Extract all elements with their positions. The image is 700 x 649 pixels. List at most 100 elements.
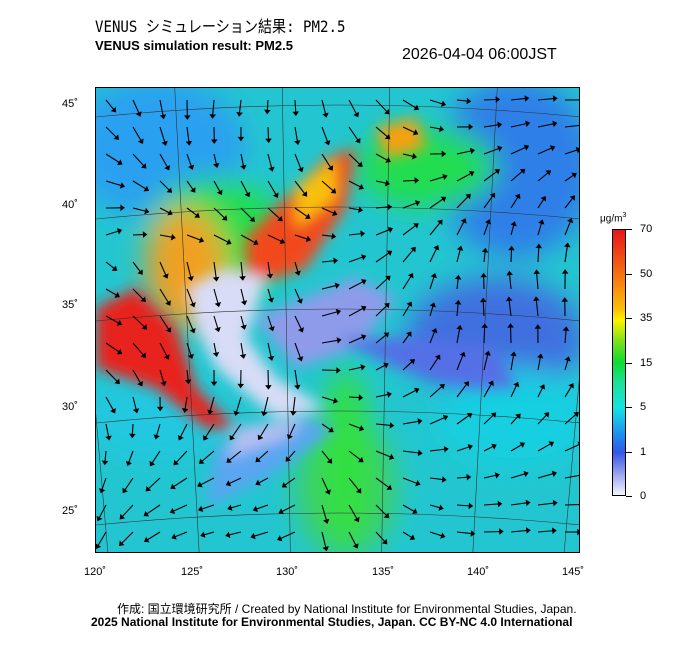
- wind-arrow: [348, 126, 359, 141]
- wind-arrow-head: [385, 275, 391, 282]
- lon-label-135: 135˚: [371, 566, 395, 578]
- wind-arrow: [456, 303, 459, 317]
- wind-arrow-head: [297, 356, 304, 362]
- colorbar-label-1: 1: [640, 445, 647, 458]
- wind-arrow-head: [214, 301, 222, 308]
- wind-arrow-head: [140, 296, 146, 303]
- wind-arrow-head: [459, 351, 466, 358]
- wind-arrow: [105, 99, 115, 110]
- wind-arrow: [456, 99, 468, 102]
- wind-arrow: [348, 366, 362, 371]
- wind-arrow: [105, 396, 114, 411]
- wind-arrow: [267, 180, 277, 195]
- wind-arrow: [456, 328, 461, 344]
- wind-arrow: [536, 273, 539, 290]
- wind-arrow: [147, 531, 161, 541]
- wind-arrow-head: [184, 115, 191, 120]
- wind-arrow-head: [411, 153, 417, 160]
- wind-arrow-head: [429, 302, 436, 308]
- wind-arrow: [537, 530, 553, 533]
- wind-arrow-head: [333, 257, 339, 265]
- wind-arrow: [105, 230, 119, 236]
- wind-arrow: [348, 256, 363, 263]
- wind-arrow-head: [210, 139, 218, 144]
- wind-arrow-head: [116, 228, 123, 235]
- wind-arrow-head: [433, 245, 440, 251]
- wind-arrow: [229, 450, 242, 461]
- wind-arrow: [159, 261, 167, 276]
- wind-arrow-head: [514, 193, 521, 200]
- wind-arrow-head: [406, 301, 413, 308]
- colorbar-label-70: 70: [640, 223, 653, 235]
- wind-arrow: [213, 261, 217, 278]
- wind-arrow: [537, 502, 554, 506]
- wind-arrow-head: [281, 482, 288, 488]
- lon-label-130: 130˚: [275, 566, 299, 578]
- wind-arrow: [213, 315, 219, 329]
- wind-arrow: [105, 315, 119, 324]
- wind-arrow-head: [297, 327, 304, 333]
- wind-arrow: [402, 126, 415, 134]
- unit-text: μg/m: [600, 213, 623, 225]
- wind-arrow: [456, 414, 470, 425]
- wind-arrow-head: [538, 219, 545, 225]
- wind-arrow-head: [120, 204, 125, 212]
- wind-arrow-head: [294, 270, 301, 276]
- wind-arrow-head: [173, 459, 179, 466]
- wind-arrow: [564, 149, 578, 155]
- wind-arrow-head: [440, 196, 447, 203]
- wind-arrow: [98, 504, 107, 519]
- wind-arrow: [564, 474, 579, 479]
- wind-arrow: [101, 477, 107, 490]
- wind-arrow-head: [386, 484, 392, 490]
- wind-arrow: [537, 247, 540, 263]
- wind-arrow-head: [177, 434, 184, 441]
- wind-arrow-head: [111, 265, 118, 271]
- wind-arrow-head: [187, 275, 194, 282]
- wind-arrow: [132, 153, 145, 167]
- parallel: [96, 308, 579, 322]
- lon-label-145: 145˚: [561, 566, 585, 578]
- meridian: [96, 413, 109, 552]
- wind-arrow: [564, 221, 571, 236]
- wind-arrow-head: [561, 269, 569, 274]
- lat-label-45: 45˚: [62, 98, 78, 110]
- wind-arrow: [105, 153, 120, 163]
- wind-arrow: [375, 504, 387, 516]
- wind-arrow-head: [384, 302, 390, 309]
- wind-arrow-head: [188, 164, 195, 170]
- wind-arrow: [429, 126, 441, 130]
- wind-arrow-head: [412, 508, 418, 514]
- wind-arrow-head: [543, 412, 550, 418]
- wind-arrow: [510, 170, 523, 182]
- wind-arrow-head: [468, 502, 474, 510]
- wind-arrow-head: [513, 381, 520, 388]
- wind-arrow: [159, 153, 168, 168]
- wind-arrow: [212, 99, 215, 115]
- wind-arrow-head: [507, 323, 514, 328]
- wind-arrow: [258, 477, 269, 484]
- wind-arrow: [151, 450, 161, 464]
- wind-arrow-head: [551, 527, 557, 535]
- wind-arrow: [510, 529, 527, 533]
- wind-arrow: [159, 234, 173, 238]
- wind-arrow-head: [354, 137, 361, 144]
- wind-arrow-head: [117, 159, 123, 165]
- wind-arrow-head: [506, 270, 513, 276]
- wind-arrow-head: [252, 505, 258, 512]
- wind-arrow-head: [358, 206, 364, 213]
- wind-arrow-head: [484, 350, 491, 356]
- wind-arrow-head: [431, 327, 438, 334]
- wind-arrow: [240, 315, 245, 327]
- wind-arrow-head: [160, 380, 167, 387]
- wind-arrow: [267, 234, 282, 242]
- wind-arrow: [483, 445, 494, 452]
- wind-arrow-head: [357, 161, 363, 168]
- wind-arrow: [456, 221, 465, 236]
- wind-arrow: [375, 477, 390, 488]
- wind-arrow: [483, 414, 494, 425]
- wind-arrow-head: [386, 250, 393, 257]
- wind-arrow-head: [207, 409, 214, 415]
- wind-arrow-head: [294, 140, 301, 146]
- wind-arrow-head: [384, 179, 390, 187]
